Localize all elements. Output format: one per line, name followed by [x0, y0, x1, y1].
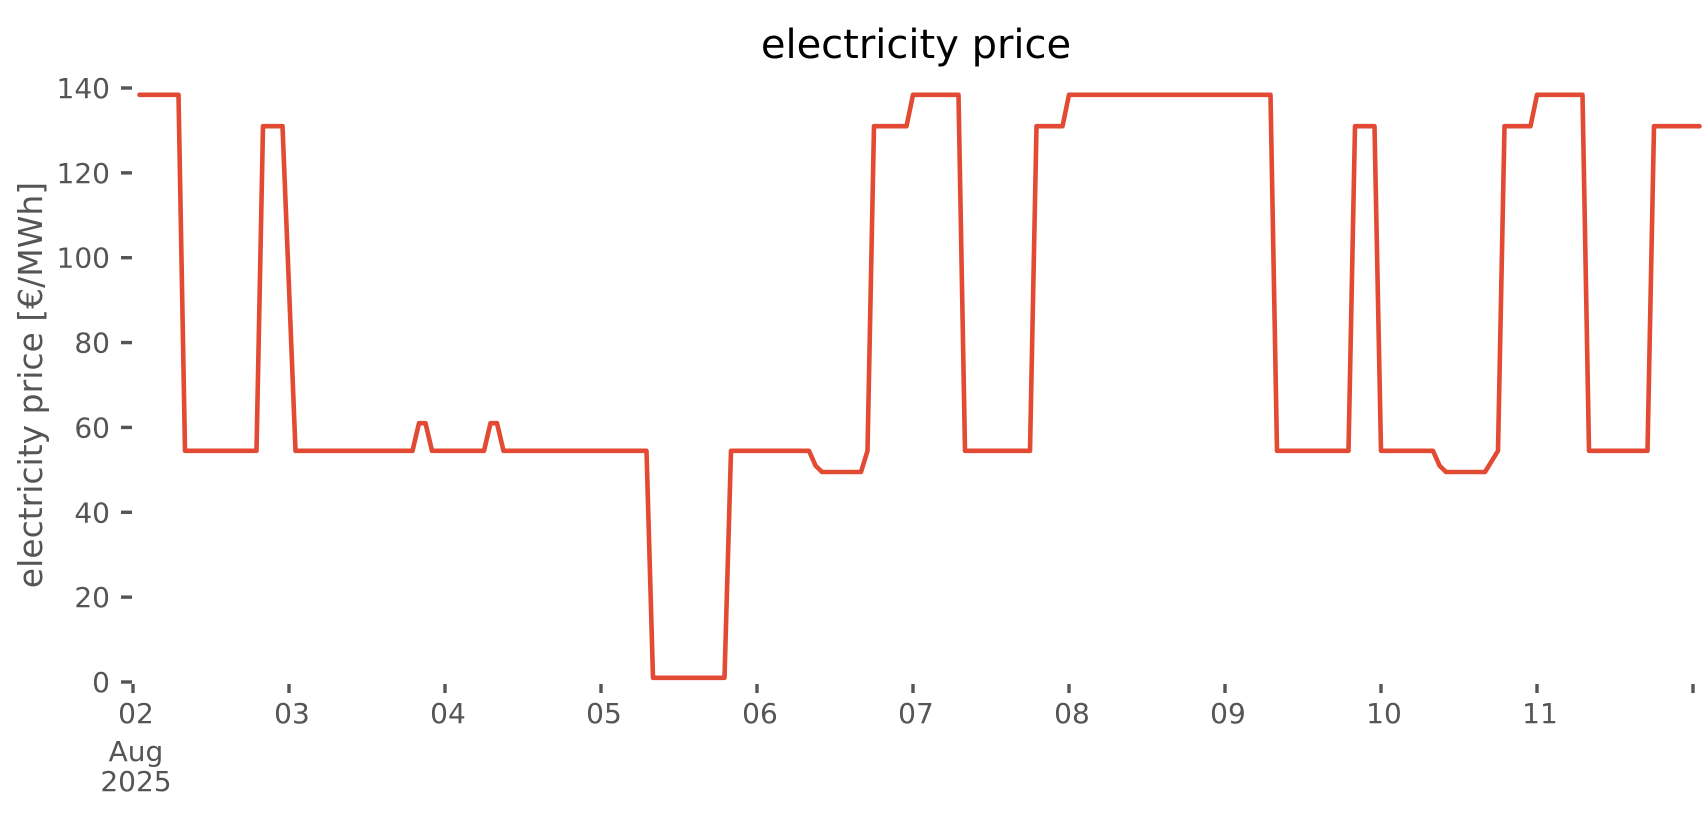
x-tick-label: 02: [118, 697, 154, 730]
x-offset-month: Aug: [109, 735, 164, 768]
x-axis-ticks: 02 03 04 05 06 07 08 09 10 11: [118, 684, 1695, 730]
y-tick-label: 120: [57, 157, 110, 190]
y-tick-label: 80: [74, 327, 110, 360]
price-line-series: [137, 92, 1702, 681]
y-axis-ticks: 0 20 40 60 80 100 120 140: [57, 72, 132, 699]
x-tick-label: 06: [742, 697, 778, 730]
y-tick-label: 100: [57, 242, 110, 275]
x-tick-label: 03: [274, 697, 310, 730]
y-axis-label: electricity price [€/MWh]: [11, 182, 50, 588]
x-offset-year: 2025: [100, 765, 171, 798]
y-tick-label: 60: [74, 411, 110, 444]
x-tick-label: 08: [1054, 697, 1090, 730]
x-tick-label: 07: [898, 697, 934, 730]
x-tick-label: 05: [586, 697, 622, 730]
x-axis-offset-label: Aug 2025: [100, 735, 171, 798]
y-tick-label: 40: [74, 496, 110, 529]
chart-title: electricity price: [761, 22, 1071, 68]
y-tick-label: 140: [57, 72, 110, 105]
x-tick-label: 11: [1522, 697, 1558, 730]
y-tick-label: 20: [74, 581, 110, 614]
x-tick-label: 10: [1366, 697, 1402, 730]
y-tick-label: 0: [92, 666, 110, 699]
x-tick-label: 04: [430, 697, 466, 730]
x-tick-label: 09: [1210, 697, 1246, 730]
